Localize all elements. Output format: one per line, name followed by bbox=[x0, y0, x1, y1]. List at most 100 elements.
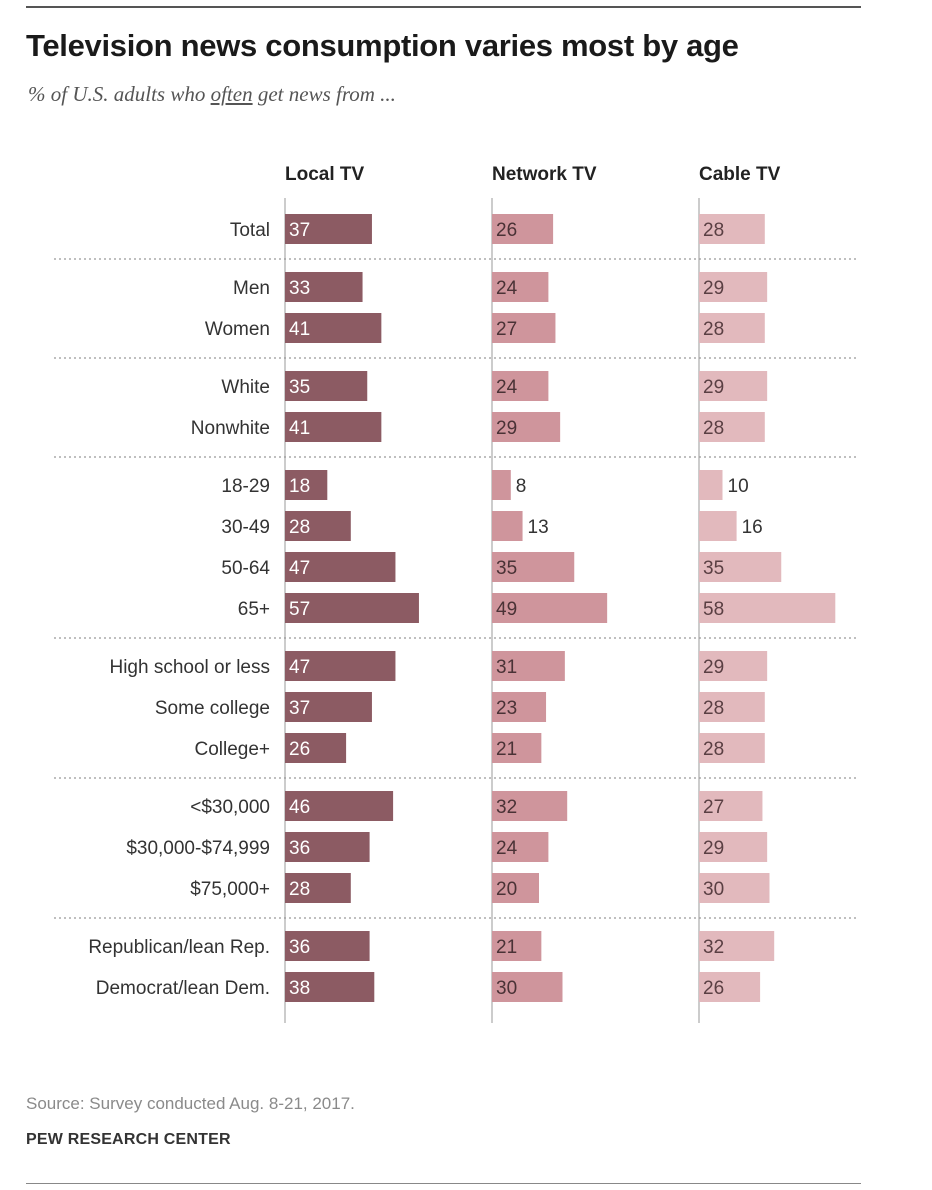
category-label-white: White bbox=[221, 377, 270, 398]
value-label-network-tv-women: 27 bbox=[496, 319, 517, 340]
value-label-cable-tv-men: 29 bbox=[703, 278, 724, 299]
bar-cable-tv-30-000-74-999 bbox=[699, 832, 768, 862]
bar-network-tv-total bbox=[492, 214, 554, 244]
chart-subtitle: % of U.S. adults who often get news from… bbox=[28, 82, 396, 107]
value-label-network-tv-high-school-or-less: 31 bbox=[496, 657, 517, 678]
value-label-network-tv-30-49: 13 bbox=[528, 517, 549, 538]
category-label-75-000: $75,000+ bbox=[190, 879, 270, 900]
bar-network-tv-65 bbox=[492, 593, 608, 623]
bar-cable-tv-women bbox=[699, 313, 765, 343]
category-label-30-000: <$30,000 bbox=[190, 797, 270, 818]
bar-cable-tv-democrat-lean-dem bbox=[699, 972, 761, 1002]
bar-network-tv-50-64 bbox=[492, 552, 575, 582]
bar-network-tv-men bbox=[492, 272, 549, 302]
value-label-network-tv-total: 26 bbox=[496, 220, 517, 241]
bar-cable-tv-18-29 bbox=[699, 470, 723, 500]
chart-title: Television news consumption varies most … bbox=[26, 28, 739, 63]
value-label-cable-tv-democrat-lean-dem: 26 bbox=[703, 978, 724, 999]
value-label-local-tv-65: 57 bbox=[289, 599, 310, 620]
value-label-network-tv-50-64: 35 bbox=[496, 558, 517, 579]
category-label-high-school-or-less: High school or less bbox=[109, 657, 270, 678]
bar-network-tv-white bbox=[492, 371, 549, 401]
bar-local-tv-republican-lean-rep bbox=[285, 931, 370, 961]
category-label-50-64: 50-64 bbox=[221, 558, 270, 579]
bar-local-tv-50-64 bbox=[285, 552, 396, 582]
bar-cable-tv-nonwhite bbox=[699, 412, 765, 442]
value-label-local-tv-republican-lean-rep: 36 bbox=[289, 937, 310, 958]
bar-cable-tv-republican-lean-rep bbox=[699, 931, 775, 961]
category-label-men: Men bbox=[233, 278, 270, 299]
top-rule bbox=[26, 6, 861, 8]
bar-network-tv-75-000 bbox=[492, 873, 539, 903]
value-label-network-tv-18-29: 8 bbox=[516, 476, 527, 497]
bar-local-tv-men bbox=[285, 272, 363, 302]
value-label-cable-tv-total: 28 bbox=[703, 220, 724, 241]
bottom-rule bbox=[26, 1183, 861, 1184]
value-label-local-tv-women: 41 bbox=[289, 319, 310, 340]
value-label-local-tv-75-000: 28 bbox=[289, 879, 310, 900]
category-label-college: College+ bbox=[194, 739, 270, 760]
value-label-local-tv-18-29: 18 bbox=[289, 476, 310, 497]
bar-network-tv-high-school-or-less bbox=[492, 651, 565, 681]
bar-local-tv-18-29 bbox=[285, 470, 328, 500]
value-label-network-tv-white: 24 bbox=[496, 377, 518, 398]
source-note: Source: Survey conducted Aug. 8-21, 2017… bbox=[26, 1094, 355, 1113]
bar-network-tv-30-49 bbox=[492, 511, 523, 541]
value-label-cable-tv-high-school-or-less: 29 bbox=[703, 657, 724, 678]
value-label-cable-tv-some-college: 28 bbox=[703, 698, 724, 719]
category-label-nonwhite: Nonwhite bbox=[191, 418, 270, 439]
panel-header-local-tv: Local TV bbox=[285, 164, 365, 185]
bar-local-tv-nonwhite bbox=[285, 412, 382, 442]
value-label-network-tv-college: 21 bbox=[496, 739, 517, 760]
bar-network-tv-republican-lean-rep bbox=[492, 931, 542, 961]
bar-local-tv-some-college bbox=[285, 692, 372, 722]
bar-cable-tv-75-000 bbox=[699, 873, 770, 903]
bar-network-tv-some-college bbox=[492, 692, 547, 722]
bar-network-tv-nonwhite bbox=[492, 412, 561, 442]
bar-local-tv-high-school-or-less bbox=[285, 651, 396, 681]
bar-cable-tv-30-000 bbox=[699, 791, 763, 821]
value-label-local-tv-democrat-lean-dem: 38 bbox=[289, 978, 310, 999]
bar-local-tv-30-000 bbox=[285, 791, 394, 821]
value-label-cable-tv-nonwhite: 28 bbox=[703, 418, 724, 439]
bar-local-tv-democrat-lean-dem bbox=[285, 972, 375, 1002]
value-label-network-tv-30-000-74-999: 24 bbox=[496, 838, 518, 859]
bar-cable-tv-some-college bbox=[699, 692, 765, 722]
bar-local-tv-white bbox=[285, 371, 368, 401]
value-label-local-tv-nonwhite: 41 bbox=[289, 418, 310, 439]
value-label-cable-tv-50-64: 35 bbox=[703, 558, 724, 579]
panel-header-cable-tv: Cable TV bbox=[699, 164, 781, 185]
bar-cable-tv-total bbox=[699, 214, 765, 244]
value-label-cable-tv-30-49: 16 bbox=[742, 517, 763, 538]
value-label-network-tv-75-000: 20 bbox=[496, 879, 517, 900]
category-label-some-college: Some college bbox=[155, 698, 270, 719]
bar-cable-tv-high-school-or-less bbox=[699, 651, 768, 681]
category-label-30-000-74-999: $30,000-$74,999 bbox=[126, 838, 270, 859]
value-label-cable-tv-30-000: 27 bbox=[703, 797, 724, 818]
bar-network-tv-women bbox=[492, 313, 556, 343]
subtitle-emphasis: often bbox=[210, 82, 253, 106]
value-label-local-tv-high-school-or-less: 47 bbox=[289, 657, 310, 678]
bar-cable-tv-50-64 bbox=[699, 552, 782, 582]
value-label-local-tv-30-49: 28 bbox=[289, 517, 310, 538]
bar-local-tv-75-000 bbox=[285, 873, 351, 903]
value-label-local-tv-total: 37 bbox=[289, 220, 310, 241]
value-label-local-tv-men: 33 bbox=[289, 278, 310, 299]
bar-network-tv-college bbox=[492, 733, 542, 763]
value-label-cable-tv-18-29: 10 bbox=[728, 476, 749, 497]
value-label-cable-tv-white: 29 bbox=[703, 377, 724, 398]
bar-local-tv-65 bbox=[285, 593, 419, 623]
bar-local-tv-college bbox=[285, 733, 347, 763]
category-label-18-29: 18-29 bbox=[221, 476, 270, 497]
bar-network-tv-democrat-lean-dem bbox=[492, 972, 563, 1002]
subtitle-suffix: get news from ... bbox=[252, 82, 396, 106]
organization-label: PEW RESEARCH CENTER bbox=[26, 1131, 231, 1148]
subtitle-prefix: % of U.S. adults who bbox=[28, 82, 211, 106]
value-label-local-tv-some-college: 37 bbox=[289, 698, 310, 719]
value-label-network-tv-republican-lean-rep: 21 bbox=[496, 937, 517, 958]
bar-network-tv-30-000-74-999 bbox=[492, 832, 549, 862]
bar-cable-tv-white bbox=[699, 371, 768, 401]
value-label-network-tv-some-college: 23 bbox=[496, 698, 517, 719]
bar-local-tv-30-49 bbox=[285, 511, 351, 541]
value-label-cable-tv-women: 28 bbox=[703, 319, 724, 340]
